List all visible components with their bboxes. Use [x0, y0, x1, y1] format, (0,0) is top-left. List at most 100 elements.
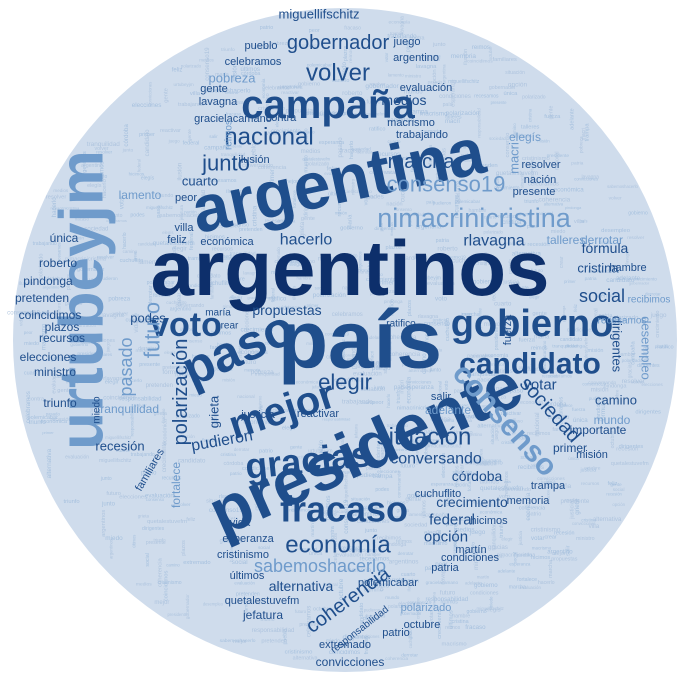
filler-word: elecciones: [377, 469, 400, 475]
filler-word: gracielacamano: [337, 189, 372, 195]
filler-word: candidato: [86, 174, 108, 180]
filler-word: últimos: [449, 610, 455, 629]
filler-word: adelante: [616, 275, 641, 282]
filler-word: martín: [420, 456, 432, 461]
cloud-word: volver: [306, 60, 370, 87]
filler-word: coherencia: [385, 656, 408, 661]
filler-word: elegís: [162, 230, 173, 235]
filler-word: sabemoshacerlo: [607, 184, 638, 189]
filler-word: país: [580, 218, 588, 223]
filler-word: tranquilidad: [230, 252, 256, 258]
filler-word: presidente: [472, 353, 494, 358]
filler-word: camino: [166, 562, 180, 567]
filler-word: cuarto: [116, 448, 130, 454]
filler-word: elegís: [141, 176, 155, 182]
filler-word: pasado: [457, 413, 478, 420]
cloud-word: medios: [381, 92, 426, 108]
filler-word: votar: [119, 196, 125, 209]
filler-word: esperanza: [208, 367, 232, 373]
filler-word: social: [145, 553, 151, 567]
filler-word: pindonga: [565, 344, 585, 350]
cloud-word: martín: [455, 544, 486, 556]
filler-word: últimos: [328, 191, 345, 197]
filler-word: hambre: [296, 275, 311, 280]
filler-word: nación: [386, 201, 402, 207]
cloud-word: reimos: [224, 120, 235, 150]
filler-word: federal: [183, 140, 200, 146]
filler-word: nación: [184, 209, 197, 214]
filler-word: fuerza: [492, 394, 507, 400]
cloud-word: desempleo: [639, 316, 654, 380]
filler-word: voto: [444, 380, 450, 390]
filler-word: talleres: [415, 451, 420, 465]
filler-word: triunfo: [221, 47, 235, 53]
filler-word: fuerza: [519, 338, 536, 344]
filler-word: económica: [40, 419, 68, 425]
filler-word: conversando: [175, 303, 204, 309]
cloud-word: crecimiento: [436, 494, 508, 510]
filler-word: argentino: [465, 432, 483, 437]
filler-word: futuro: [295, 609, 307, 614]
filler-word: rlavagna: [625, 249, 630, 266]
filler-word: cristina: [340, 435, 345, 449]
filler-word: miguellifschitz: [146, 205, 173, 210]
filler-word: condiciones: [186, 283, 212, 289]
filler-word: camino: [512, 123, 517, 138]
filler-word: esperanza: [405, 384, 434, 391]
filler-word: córdoba: [544, 401, 567, 408]
filler-word: gente: [549, 106, 555, 120]
filler-word: elegir: [289, 262, 302, 268]
cloud-word: trampa: [531, 480, 566, 492]
filler-word: reimos: [445, 625, 461, 631]
cloud-word: recesamos: [598, 316, 647, 327]
filler-word: evaluación: [52, 368, 58, 394]
filler-word: grieta: [574, 498, 581, 514]
filler-word: desempleo: [215, 223, 240, 229]
filler-word: gobierno: [70, 342, 88, 347]
filler-word: presidente: [168, 612, 188, 617]
filler-word: córdoba: [379, 568, 386, 591]
filler-word: recesamos: [210, 178, 237, 184]
filler-word: candidato: [560, 337, 582, 343]
filler-word: misión: [222, 378, 235, 383]
filler-word: condiciones: [349, 548, 378, 554]
filler-word: talleres: [445, 114, 462, 120]
filler-word: hicimos: [441, 599, 459, 605]
filler-word: lavagna: [416, 64, 437, 70]
filler-word: primer: [376, 280, 394, 287]
filler-word: recursos: [162, 476, 182, 482]
cloud-word: reactivar: [297, 408, 340, 420]
filler-word: miedo: [445, 488, 452, 506]
filler-word: ilusión: [364, 449, 369, 463]
filler-word: trabajando: [178, 102, 204, 108]
filler-word: salir: [566, 545, 572, 556]
cloud-word: gobernador: [287, 32, 390, 54]
filler-word: hicimos: [129, 171, 145, 176]
filler-word: recibimos: [423, 440, 428, 460]
filler-word: gobierno: [318, 512, 337, 518]
filler-word: miedo: [326, 639, 340, 645]
filler-word: podes: [366, 193, 383, 200]
filler-word: fracaso: [344, 26, 361, 32]
filler-word: reimos: [472, 45, 490, 51]
cloud-word: polarizado: [401, 602, 452, 614]
filler-word: reactivar: [501, 411, 522, 417]
filler-word: convicciones: [85, 338, 115, 344]
filler-word: derrotar: [401, 652, 418, 658]
filler-word: últimos: [479, 479, 498, 486]
filler-word: recursos: [542, 374, 558, 379]
filler-word: juego: [469, 529, 486, 536]
filler-word: rlavagna: [441, 564, 447, 584]
filler-word: consenso: [424, 320, 451, 327]
filler-word: hambre: [452, 613, 470, 619]
filler-word: nimacrinicristina: [303, 110, 349, 117]
filler-word: pindonga: [565, 205, 582, 210]
filler-word: trampa: [409, 109, 429, 116]
filler-word: fracaso: [226, 112, 242, 117]
cloud-word: resolver: [521, 159, 560, 171]
filler-word: recesamos: [265, 219, 290, 225]
filler-word: gracias: [488, 544, 508, 551]
filler-word: crecimiento: [494, 186, 520, 192]
filler-word: pretenden: [236, 592, 260, 598]
